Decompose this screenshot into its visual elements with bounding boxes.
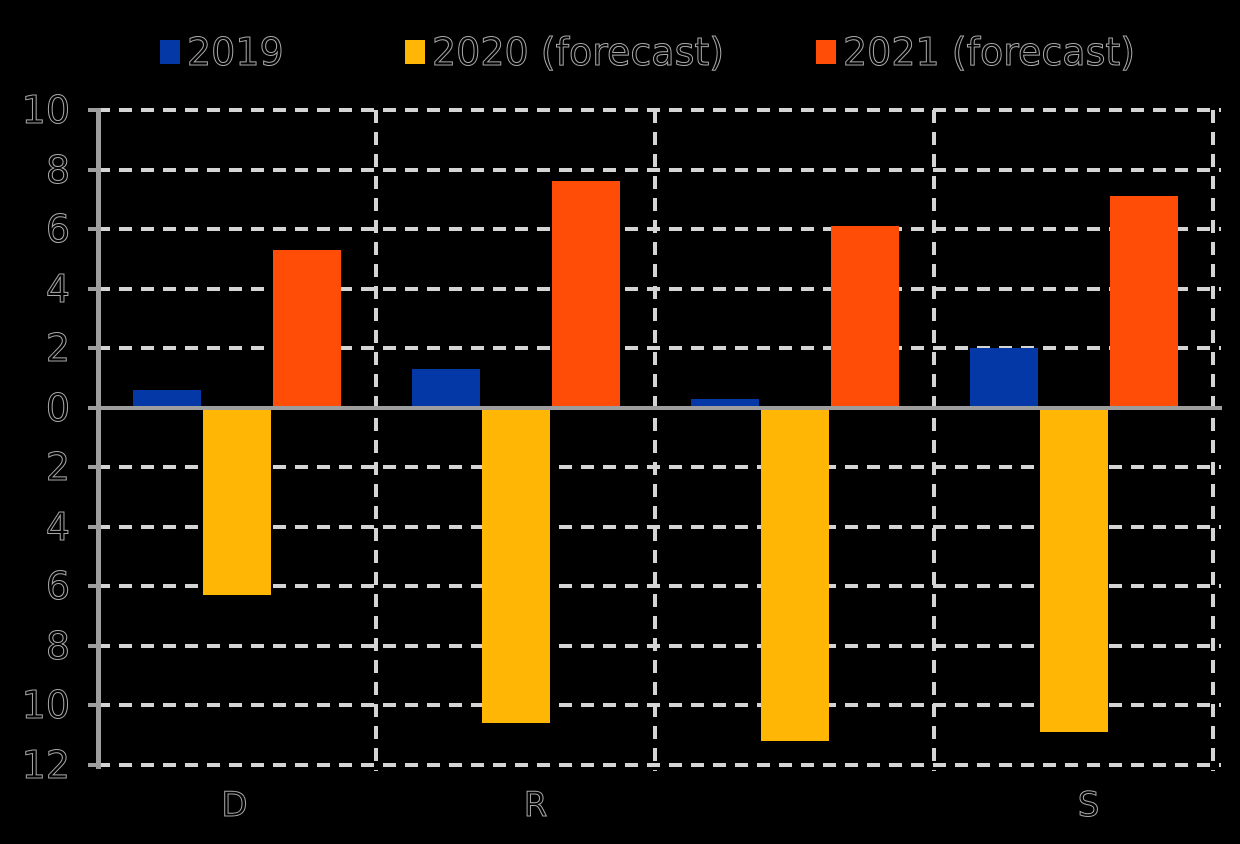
h-gridline-6 <box>97 227 1221 232</box>
bar-2020-forecast--group1 <box>202 407 271 596</box>
legend: 2019 2020 (forecast) 2021 (forecast) <box>0 28 1240 76</box>
legend-label-2019: 2019 <box>187 30 285 75</box>
y-axis-tick--12 <box>88 763 96 767</box>
y-axis-tick--4 <box>88 524 96 529</box>
bar-2019-group3 <box>690 398 759 408</box>
y-axis-tick--6 <box>88 584 96 589</box>
legend-swatch-2019 <box>160 40 180 64</box>
y-axis-tick--10 <box>88 703 96 708</box>
y-axis-tick--2 <box>88 465 96 470</box>
h-gridline--8 <box>97 643 1221 648</box>
y-axis-tick--8 <box>88 643 96 648</box>
bar-2019-group2 <box>411 369 480 408</box>
bar-2020-forecast--group3 <box>760 407 829 742</box>
y-axis-tick-6 <box>88 227 96 232</box>
h-gridline--4 <box>97 524 1221 529</box>
y-tick-label--4: 4 <box>45 504 70 549</box>
h-gridline--2 <box>97 465 1221 470</box>
y-tick-label--10: 10 <box>21 683 70 728</box>
bar-2019-group4 <box>969 348 1038 408</box>
h-gridline--10 <box>97 703 1221 708</box>
bar-2021-forecast--group2 <box>551 181 620 408</box>
v-gridline-1 <box>374 110 378 771</box>
y-tick-label--8: 8 <box>45 623 70 668</box>
bar-2021-forecast--group1 <box>272 249 341 408</box>
zero-axis-line <box>96 405 1222 410</box>
y-tick-label-4: 4 <box>45 266 70 311</box>
h-gridline-8 <box>97 167 1221 172</box>
x-category-label-4: S <box>1077 785 1100 825</box>
y-axis-tick-2 <box>88 346 96 351</box>
bar-2019-group1 <box>132 389 201 408</box>
legend-item-2019: 2019 <box>160 28 284 76</box>
h-gridline-10 <box>97 108 1221 112</box>
legend-swatch-2021-forecast <box>816 40 836 64</box>
h-gridline--12 <box>97 763 1221 767</box>
y-tick-label--6: 6 <box>45 564 70 609</box>
v-gridline-2 <box>653 110 657 771</box>
bar-2020-forecast--group2 <box>481 407 550 724</box>
x-category-label-1: D <box>221 785 248 825</box>
legend-item-2021-forecast: 2021 (forecast) <box>816 28 1136 76</box>
h-gridline--6 <box>97 584 1221 589</box>
y-axis-tick-4 <box>88 286 96 291</box>
legend-label-2020-forecast: 2020 (forecast) <box>431 30 725 75</box>
bar-2021-forecast--group3 <box>830 226 899 408</box>
y-tick-label-0: 0 <box>45 385 70 430</box>
y-axis-tick-8 <box>88 167 96 172</box>
y-axis-tick-10 <box>88 108 96 112</box>
y-tick-label-8: 8 <box>45 147 70 192</box>
legend-label-2021-forecast: 2021 (forecast) <box>842 30 1136 75</box>
legend-item-2020-forecast: 2020 (forecast) <box>405 28 725 76</box>
v-gridline-3 <box>932 110 936 771</box>
legend-swatch-2020-forecast <box>405 40 425 64</box>
y-tick-label--2: 2 <box>45 445 70 490</box>
h-gridline-4 <box>97 286 1221 291</box>
y-axis-tick-0 <box>88 405 96 410</box>
x-category-label-2: R <box>523 785 548 825</box>
y-tick-label--12: 12 <box>21 743 70 787</box>
bar-2020-forecast--group4 <box>1039 407 1108 733</box>
bar-2021-forecast--group4 <box>1109 196 1178 408</box>
h-gridline-2 <box>97 346 1221 351</box>
y-tick-label-6: 6 <box>45 207 70 252</box>
y-tick-label-2: 2 <box>45 326 70 371</box>
v-gridline-4 <box>1211 110 1215 771</box>
y-tick-label-10: 10 <box>21 88 70 132</box>
y-axis-line <box>96 108 101 769</box>
